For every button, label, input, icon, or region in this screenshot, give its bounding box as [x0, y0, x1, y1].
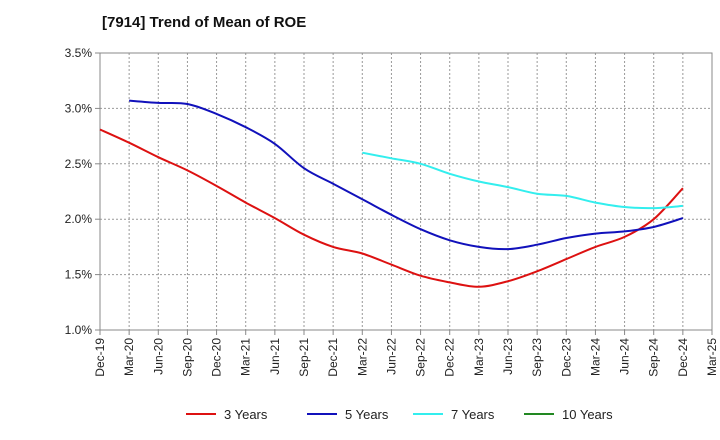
x-tick-label: Mar-25: [705, 338, 719, 376]
x-tick-label: Sep-22: [414, 338, 428, 377]
chart-title: [7914] Trend of Mean of ROE: [102, 14, 307, 31]
x-tick-label: Mar-21: [239, 338, 253, 376]
legend-label: 5 Years: [345, 407, 389, 422]
series-line-5-years: [129, 99, 684, 251]
y-tick-label: 2.5%: [65, 157, 93, 171]
y-tick-label: 1.0%: [65, 323, 93, 337]
y-tick-label: 1.5%: [65, 268, 93, 282]
x-tick-label: Mar-20: [122, 338, 136, 376]
x-tick-label: Dec-19: [93, 338, 107, 377]
legend-label: 7 Years: [451, 407, 495, 422]
series-line-7-years: [362, 151, 683, 210]
x-tick-label: Mar-22: [355, 338, 369, 376]
x-tick-label: Dec-23: [559, 338, 573, 377]
x-tick-label: Sep-23: [530, 338, 544, 377]
legend-label: 3 Years: [224, 407, 268, 422]
y-tick-label: 3.5%: [65, 46, 93, 60]
x-tick-label: Dec-22: [443, 338, 457, 377]
x-tick-label: Sep-24: [647, 338, 661, 377]
legend-label: 10 Years: [562, 407, 613, 422]
x-tick-label: Jun-24: [618, 338, 632, 375]
x-tick-label: Mar-23: [472, 338, 486, 376]
x-tick-label: Jun-20: [151, 338, 165, 375]
y-tick-label: 2.0%: [65, 212, 93, 226]
series-line-3-years: [99, 128, 684, 288]
x-tick-label: Dec-21: [326, 338, 340, 377]
x-tick-label: Sep-21: [297, 338, 311, 377]
plot-frame: [99, 52, 713, 331]
x-tick-label: Dec-24: [676, 338, 690, 377]
x-tick-label: Jun-23: [501, 338, 515, 375]
y-tick-label: 3.0%: [65, 101, 93, 115]
x-tick-label: Dec-20: [210, 338, 224, 377]
x-tick-label: Mar-24: [588, 338, 602, 376]
x-tick-label: Jun-21: [268, 338, 282, 375]
x-tick-label: Jun-22: [384, 338, 398, 375]
x-tick-label: Sep-20: [180, 338, 194, 377]
